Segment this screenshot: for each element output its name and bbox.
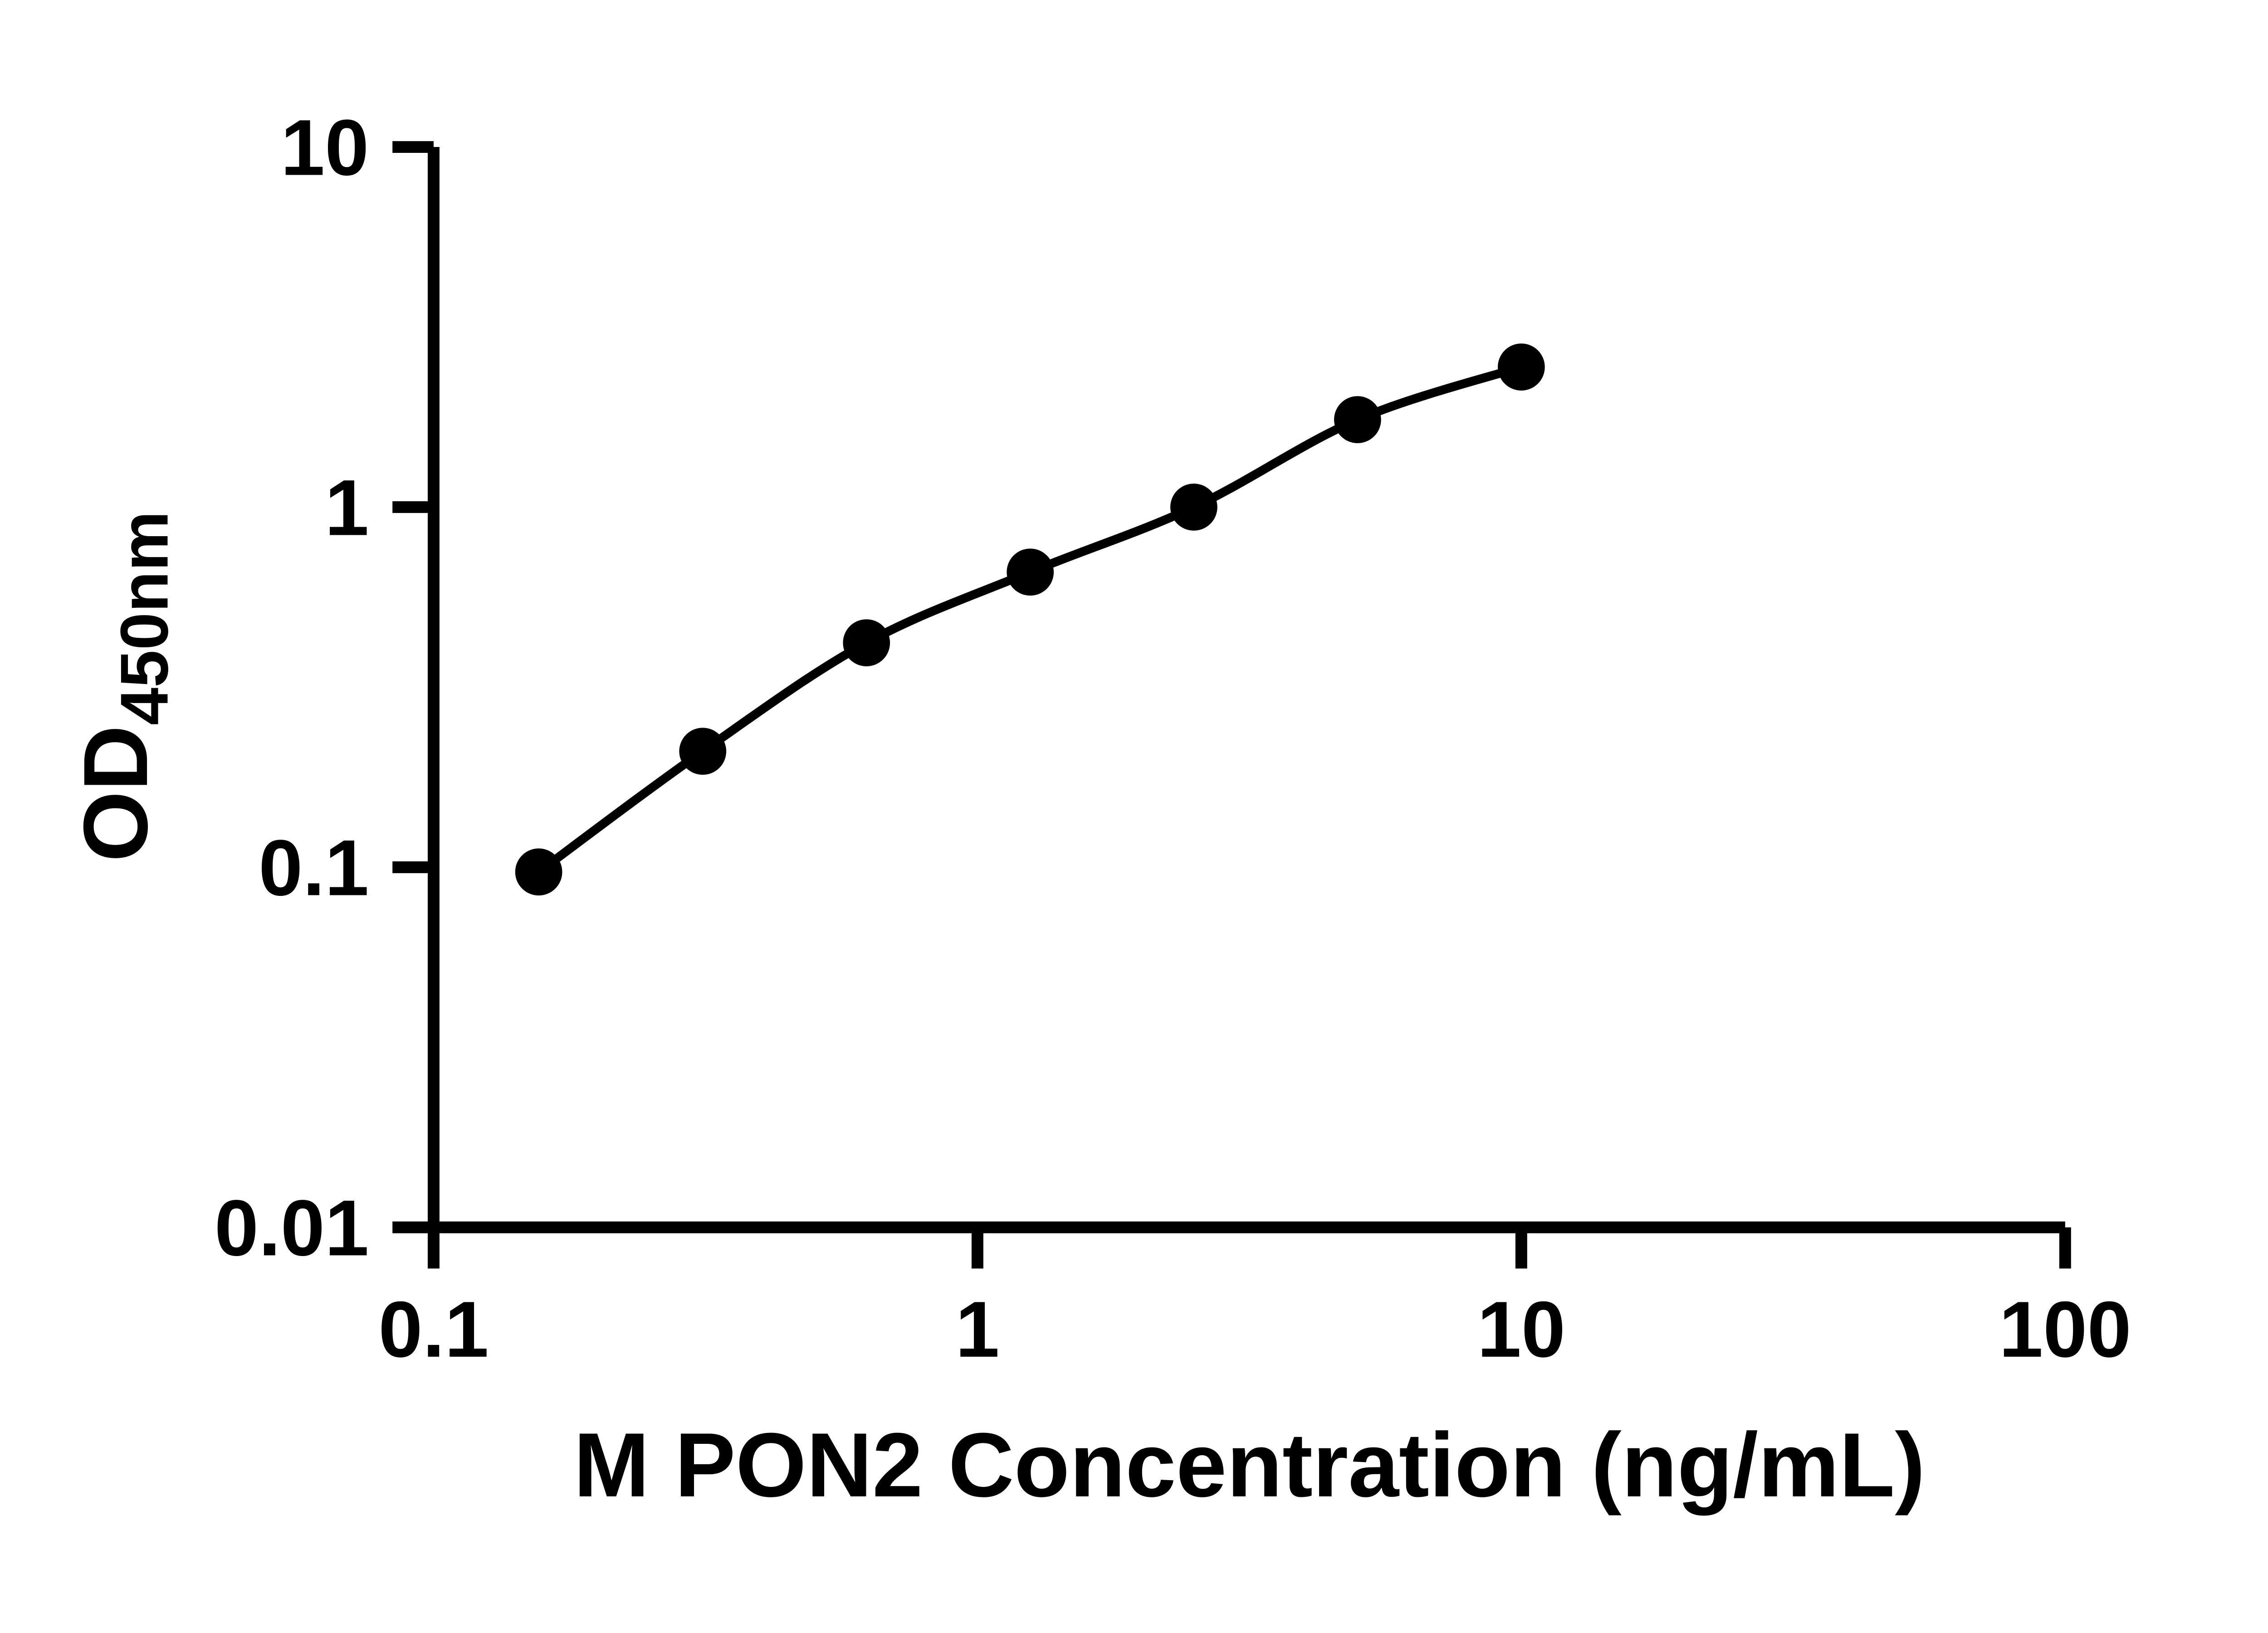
data-point [1170, 484, 1217, 531]
x-tick-label: 0.1 [378, 1286, 489, 1374]
data-point [515, 848, 562, 896]
x-axis-title: M PON2 Concentration (ng/mL) [573, 1414, 1925, 1516]
y-axis-title-sub: 450nm [106, 511, 182, 725]
data-point [1007, 548, 1054, 596]
standard-curve-figure: 0.1 1 10 100 0.01 0.1 1 10 M PON2 Concentration… [64, 103, 2131, 1516]
x-tick-label: 100 [1999, 1286, 2131, 1374]
y-axis-title: OD450nm [64, 511, 182, 862]
data-point [843, 619, 890, 666]
data-point [1334, 396, 1381, 443]
x-tick-label: 1 [955, 1286, 999, 1374]
y-tick-label: 0.1 [259, 824, 369, 912]
fit-curve [536, 362, 1523, 876]
axis-frame [427, 147, 2065, 1233]
x-tick-label: 10 [1477, 1286, 1566, 1374]
y-tick-label: 0.01 [215, 1184, 369, 1272]
data-point [679, 728, 727, 775]
y-tick-label: 10 [281, 104, 369, 192]
data-point [1498, 343, 1545, 391]
y-tick-label: 1 [325, 464, 369, 552]
y-axis-title-main: OD [64, 725, 166, 862]
